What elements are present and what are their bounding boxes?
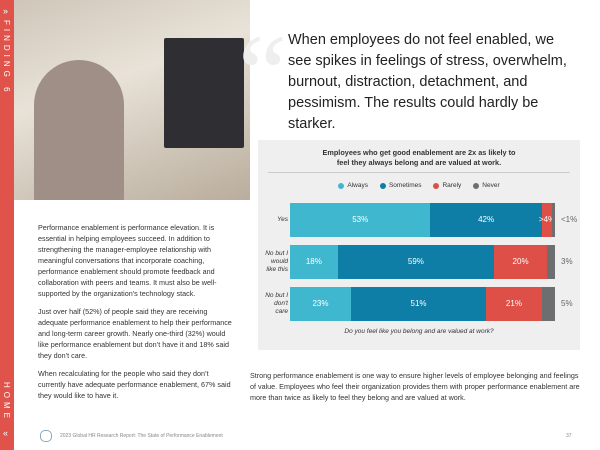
legend-item: Always [338,182,368,189]
chart: Employees who get good enablement are 2x… [258,140,580,350]
chevron: « [3,428,9,438]
x-axis-label: Do you feel like you belong and are valu… [344,328,494,335]
value-label: 3% [561,257,573,266]
sidebar: » FINDING 6 HOME « [0,0,14,450]
bar-segment [290,245,338,279]
legend-swatch [473,182,480,189]
paragraph: Just over half (52%) of people said they… [38,307,232,360]
bar-segment [494,245,548,279]
category-label: No but I would like this [265,250,288,273]
legend-label: Always [347,182,368,189]
chevron: » [3,6,9,16]
photo [14,0,250,200]
page-number: 37 [566,433,572,439]
bar-segment [290,287,351,321]
quote-mark: “ [238,12,287,134]
legend-label: Rarely [442,182,462,189]
value-label: 18% [305,257,322,266]
value-label: >4% [538,215,556,224]
bar-segment [430,203,542,237]
home-link[interactable]: HOME [2,382,11,422]
body-text: Strong performance enablement is one way… [250,371,580,402]
person [34,60,124,200]
value-label: 23% [312,299,329,308]
value-label: 21% [505,299,522,308]
logo [40,430,52,442]
legend-item: Rarely [433,182,461,189]
legend: Always Sometimes Rarely Never [258,182,580,189]
divider [268,172,570,173]
paragraph: When recalculating for the people who sa… [38,369,231,400]
legend-swatch [433,182,440,189]
value-label: <1% [561,215,578,224]
bar-segment [541,287,555,321]
bar-segment [486,287,542,321]
value-label: 59% [407,257,424,266]
value-label: 20% [512,257,529,266]
value-label: 53% [352,215,369,224]
legend-swatch [379,182,386,189]
bar-segment [337,245,495,279]
bar-segment [290,203,431,237]
bar-segment [552,203,555,237]
bar-segment [350,287,487,321]
value-label: 51% [410,299,427,308]
category-label: No but I don't care [265,292,288,315]
legend-item: Sometimes [379,182,422,189]
footer-source: 2023 Global HR Research Report: The Stat… [60,433,223,439]
headline: When employees do not feel enabled, we s… [288,32,567,132]
legend-swatch [338,182,345,189]
legend-label: Sometimes [388,182,422,189]
chart-title: Employees who get good enablement are 2x… [322,148,516,167]
finding-label: FINDING 6 [2,20,11,96]
bar-segment [547,245,555,279]
legend-item: Never [473,182,500,189]
bar-segment [541,203,553,237]
value-label: 5% [561,299,573,308]
category-label: Yes [277,216,288,223]
legend-label: Never [482,182,500,189]
paragraph: Performance enablement is performance el… [38,223,217,298]
monitor [164,38,244,148]
value-label: 42% [478,215,495,224]
